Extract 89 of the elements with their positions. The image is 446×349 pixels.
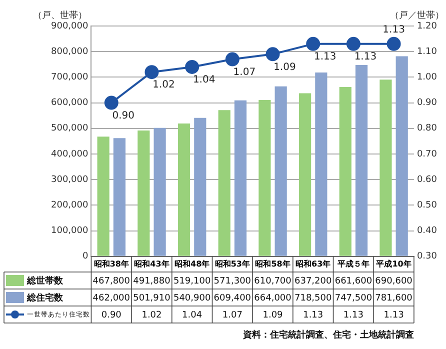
data-label: 571,300 — [214, 276, 252, 286]
data-label: 661,600 — [334, 276, 372, 286]
point — [386, 36, 401, 51]
bar — [380, 80, 392, 256]
y-tick-label: 300,000 — [51, 174, 88, 185]
y2-tick-label: 0.50 — [416, 200, 438, 211]
bar — [234, 100, 247, 256]
data-label: 519,100 — [173, 276, 211, 286]
text: 1.07 — [233, 66, 256, 78]
y-tick-label: 400,000 — [51, 149, 88, 160]
data-label: 664,000 — [254, 293, 292, 304]
data-label: 501,910 — [133, 293, 171, 304]
y2-tick-label: 1.10 — [416, 46, 438, 57]
bar — [355, 65, 368, 256]
y2-tick-label: 0.30 — [416, 252, 438, 262]
y-axis-title: （戸、世帯） — [33, 10, 87, 21]
y-tick-label: 800,000 — [51, 46, 88, 57]
bar — [298, 93, 312, 256]
point — [144, 65, 159, 80]
x-tick-label: 平成10年 — [375, 259, 412, 268]
y-tick-label: 500,000 — [51, 124, 88, 134]
x-tick-label: 昭和58年 — [255, 259, 290, 268]
data-label: 747,500 — [334, 293, 372, 304]
text: 1.04 — [192, 74, 216, 86]
data-label: 1.13 — [303, 310, 324, 320]
bar — [218, 110, 230, 256]
bar — [138, 130, 150, 256]
text: 1.13 — [354, 52, 377, 63]
text: 資料：住宅統計調査、住宅・土地統計調査 — [242, 329, 414, 340]
data-label: 1.02 — [142, 310, 162, 320]
bar — [258, 100, 271, 256]
y2-tick-label: 1.00 — [416, 72, 438, 83]
x-tick-label: 昭和63年 — [296, 259, 331, 268]
bar — [154, 128, 166, 256]
point — [225, 52, 240, 66]
x-tick-label: 平成５年 — [336, 259, 370, 268]
y-tick-label: 600,000 — [51, 98, 88, 108]
data-label: 1.13 — [343, 310, 364, 320]
point — [306, 36, 320, 51]
data-label: 491,880 — [133, 276, 171, 286]
y-tick-label: 900,000 — [51, 21, 88, 32]
point — [185, 60, 200, 74]
text: 1.13 — [382, 24, 405, 36]
data-label: 0.90 — [101, 310, 122, 320]
y-tick-label: 700,000 — [51, 72, 88, 83]
text: 1.13 — [314, 52, 336, 63]
bar — [274, 86, 287, 256]
y2-tick-label: 0.90 — [416, 98, 438, 108]
legend-label: 総世帯数 — [26, 275, 64, 286]
point — [266, 47, 280, 62]
x-tick-label: 昭和43年 — [134, 259, 170, 268]
y2-tick-label: 0.70 — [416, 149, 438, 160]
text: 1.09 — [274, 62, 296, 73]
y2-tick-label: 1.20 — [416, 21, 438, 32]
data-label: 462,000 — [92, 293, 130, 304]
data-label: 467,800 — [92, 276, 130, 286]
y2-axis-title: （戸／世帯） — [390, 10, 444, 21]
bar — [396, 56, 408, 256]
x-tick-label: 昭和38年 — [94, 259, 129, 268]
bar — [339, 87, 352, 256]
data-label: 718,500 — [294, 293, 332, 304]
bar — [97, 136, 110, 256]
bar — [194, 118, 206, 256]
text: 0.90 — [112, 110, 135, 122]
point — [104, 96, 118, 110]
y2-tick-label: 0.80 — [416, 124, 438, 134]
data-label: 1.07 — [222, 310, 242, 320]
data-label: 1.09 — [262, 310, 284, 320]
data-label: 1.13 — [384, 310, 404, 320]
data-label: 637,200 — [294, 276, 332, 286]
bar — [113, 138, 126, 256]
data-label: 540,900 — [173, 293, 211, 304]
y-tick-label: 200,000 — [51, 200, 88, 211]
data-label: 690,600 — [375, 276, 413, 286]
x-tick-label: 昭和48年 — [174, 259, 210, 268]
bar — [178, 124, 190, 256]
x-tick-label: 昭和53年 — [214, 259, 250, 268]
y2-tick-label: 0.60 — [416, 174, 438, 185]
y2-tick-label: 0.40 — [416, 226, 438, 236]
data-label: 1.04 — [182, 310, 202, 320]
data-label: 781,600 — [375, 293, 413, 304]
y-tick-label: 100,000 — [51, 226, 88, 236]
legend-label: 総住宅数 — [26, 292, 64, 304]
data-label: 609,400 — [214, 293, 252, 304]
data-label: 610,700 — [254, 276, 292, 286]
bar — [315, 72, 328, 256]
y-tick-label: 0 — [82, 252, 88, 262]
point — [346, 36, 360, 51]
text: 1.02 — [152, 80, 175, 91]
